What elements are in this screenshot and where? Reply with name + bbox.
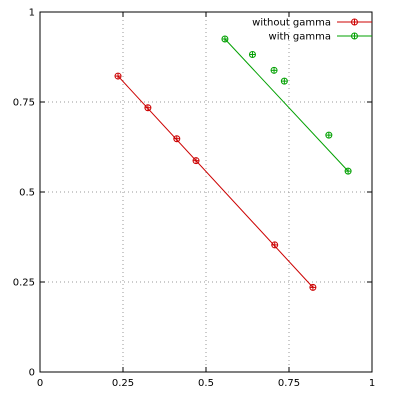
y-tick-label: 0 — [29, 368, 35, 379]
data-point — [144, 104, 152, 112]
data-point — [344, 167, 352, 175]
x-tick-label: 1 — [369, 378, 375, 389]
data-point — [325, 131, 333, 139]
legend: without gamma with gamma — [252, 18, 372, 43]
series-layer — [114, 35, 352, 291]
x-tick-label: 0 — [37, 378, 43, 389]
data-point — [114, 72, 122, 80]
data-point — [192, 157, 200, 165]
x-tick-label: 0.75 — [278, 378, 300, 389]
legend-label: without gamma — [252, 18, 331, 29]
x-tick-label: 0.25 — [112, 378, 134, 389]
legend-marker — [351, 32, 358, 40]
legend-label: with gamma — [269, 32, 331, 43]
data-point — [271, 241, 279, 249]
x-tick-label: 0.5 — [198, 378, 214, 389]
data-point — [309, 283, 317, 291]
y-tick-label: 0.25 — [13, 278, 35, 289]
y-tick-label: 0.75 — [13, 98, 35, 109]
legend-marker — [351, 18, 358, 26]
data-point — [173, 135, 181, 143]
data-point — [221, 35, 229, 43]
data-point — [248, 50, 256, 58]
y-tick-label: 0.5 — [19, 188, 35, 199]
grid-layer — [40, 12, 372, 372]
ticks-layer: 0 0.25 0.5 0.75 1 0 0.25 0.5 0.75 1 — [13, 8, 375, 390]
y-tick-label: 1 — [29, 8, 35, 19]
series-line — [117, 75, 314, 288]
series-line — [224, 38, 349, 172]
data-point — [280, 77, 288, 85]
data-point — [270, 66, 278, 74]
series-1 — [221, 35, 352, 175]
series-0 — [114, 72, 317, 291]
